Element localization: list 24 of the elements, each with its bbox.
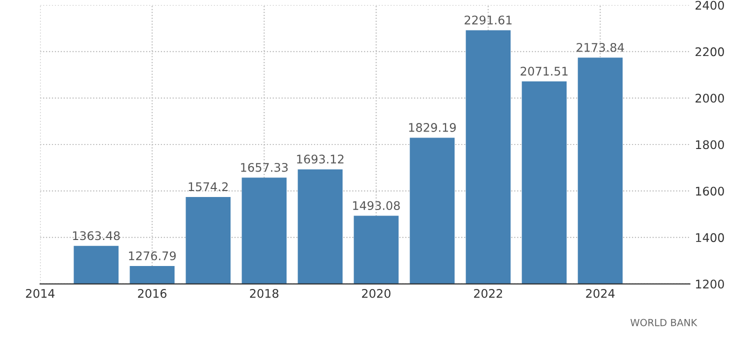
data-label: 1693.12	[297, 154, 344, 164]
data-label: 1363.48	[73, 231, 120, 240]
y-tick-label: 1800	[696, 140, 724, 150]
data-label: 2071.51	[520, 66, 568, 76]
data-label: 2173.84	[576, 42, 624, 52]
data-label: 2291.61	[464, 16, 512, 25]
data-label: 1657.33	[241, 162, 288, 172]
y-tick-label: 2000	[696, 94, 724, 103]
data-label: 1829.19	[409, 123, 456, 132]
x-tick-label: 2014	[26, 288, 55, 298]
x-tick-label: 2020	[362, 288, 390, 298]
x-tick-label: 2018	[250, 288, 278, 298]
x-tick-label: 2022	[474, 288, 502, 298]
text: WORLD BANK	[630, 318, 698, 326]
y-tick-label: 1200	[696, 280, 724, 289]
data-label: 1574.2	[188, 182, 228, 192]
x-tick-label: 2024	[586, 288, 615, 298]
y-tick-label: 2200	[696, 47, 724, 56]
x-tick-label: 2016	[138, 288, 166, 298]
data-label: 1493.08	[353, 201, 400, 210]
y-tick-label: 1400	[696, 233, 724, 242]
y-tick-label: 1600	[696, 186, 724, 196]
data-label: 1276.79	[129, 251, 176, 260]
y-tick-label: 2400	[696, 0, 724, 10]
